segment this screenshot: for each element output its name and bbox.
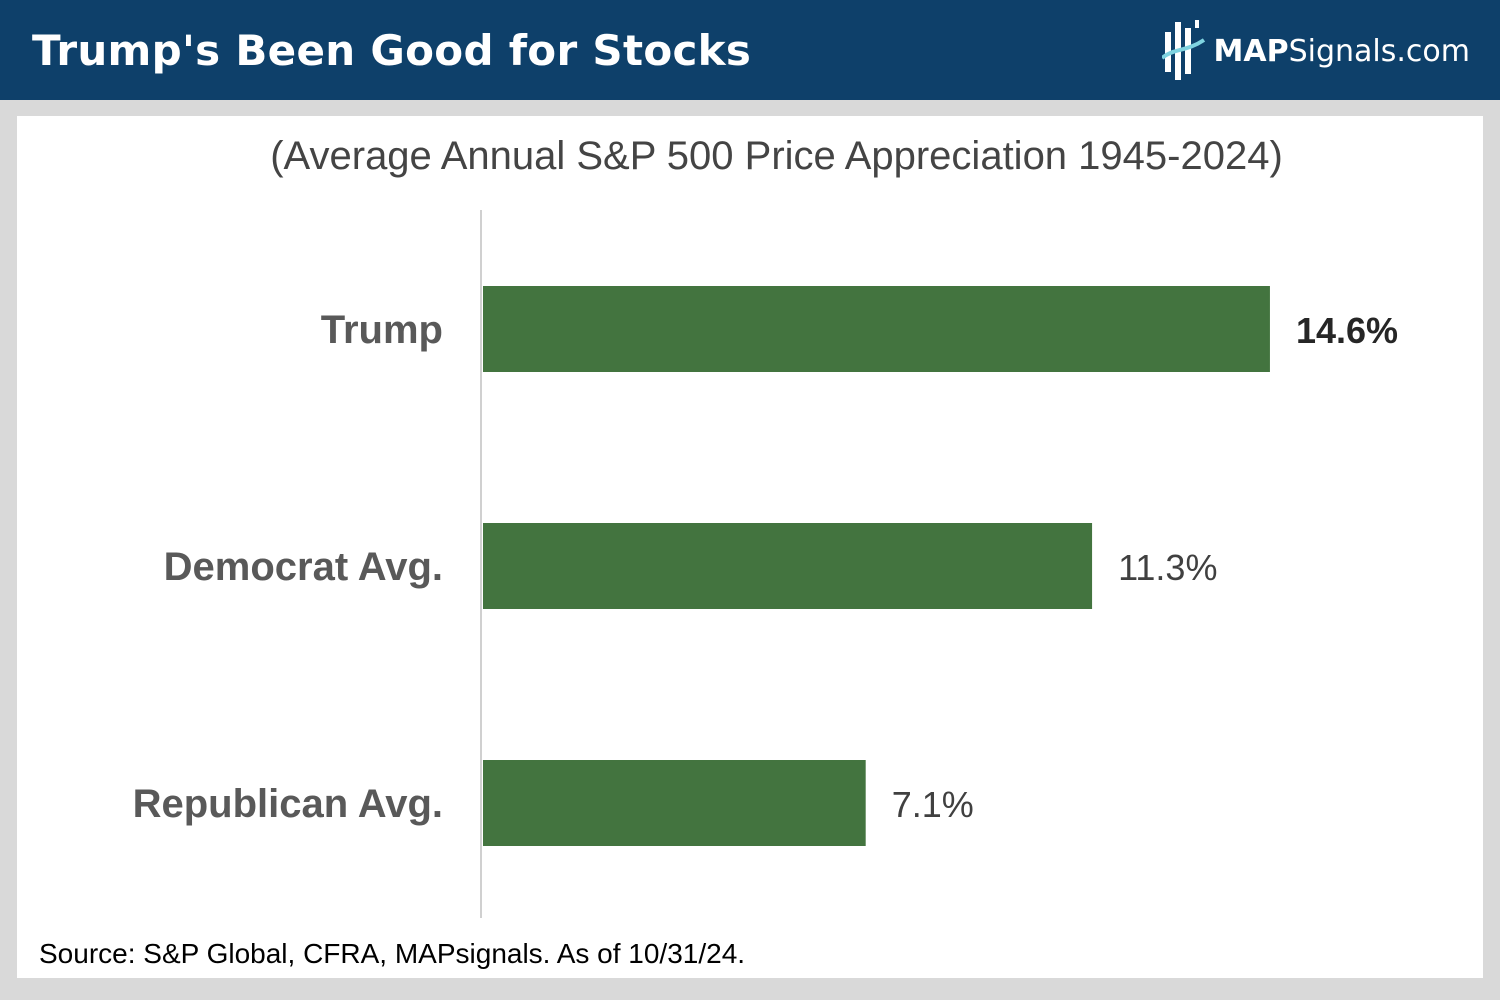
bar-1	[483, 523, 1093, 609]
chart-subtitle: (Average Annual S&P 500 Price Appreciati…	[270, 134, 1283, 178]
value-label: 11.3%	[1118, 547, 1217, 588]
logo-text-rest: Signals.com	[1288, 33, 1470, 69]
category-label: Republican Avg.	[133, 782, 443, 826]
bar-0	[483, 286, 1270, 372]
value-label: 14.6%	[1296, 310, 1398, 351]
logo-text: MAPSignals.com	[1214, 34, 1470, 69]
source-note: Source: S&P Global, CFRA, MAPsignals. As…	[39, 938, 746, 969]
category-label: Trump	[321, 308, 443, 352]
bar-2	[483, 760, 866, 846]
header-banner: Trump's Been Good for Stocks MAPSignals.…	[0, 0, 1500, 100]
mapsignals-logo: MAPSignals.com	[1161, 18, 1470, 84]
page-title: Trump's Been Good for Stocks	[32, 26, 752, 75]
mapsignals-logo-icon	[1161, 20, 1205, 80]
value-label: 7.1%	[892, 784, 974, 825]
category-label: Democrat Avg.	[164, 545, 443, 589]
logo-text-bold: MAP	[1213, 33, 1289, 69]
